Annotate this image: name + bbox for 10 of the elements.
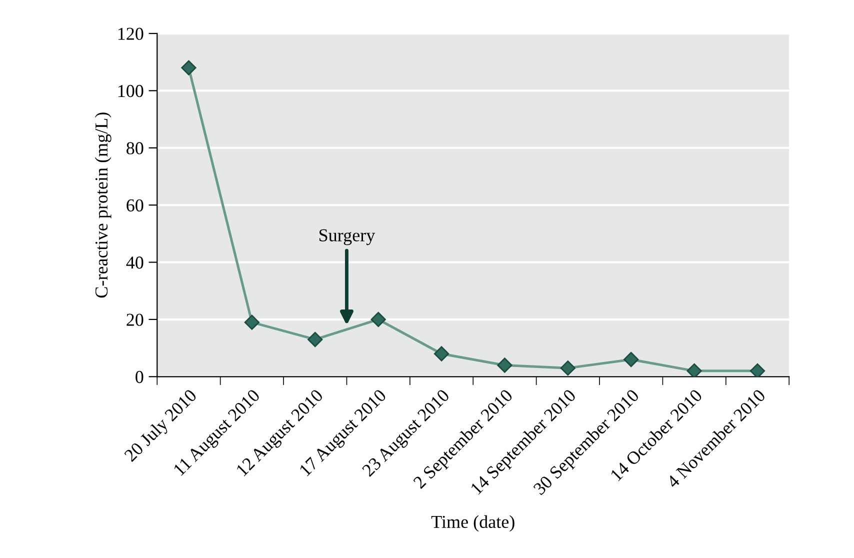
y-tick-label: 20: [126, 314, 144, 326]
y-tick-label: 120: [118, 28, 144, 40]
x-axis-title: Time (date): [431, 515, 514, 532]
y-tick-label: 80: [126, 142, 144, 154]
y-tick-label: 0: [136, 370, 144, 384]
y-tick-label: 100: [118, 84, 144, 98]
y-tick-label: 40: [126, 256, 144, 269]
y-tick-label: 60: [126, 199, 144, 212]
y-axis-title: C-reactive protein (mg/L): [94, 112, 112, 298]
annotation: Surgery: [320, 229, 376, 246]
